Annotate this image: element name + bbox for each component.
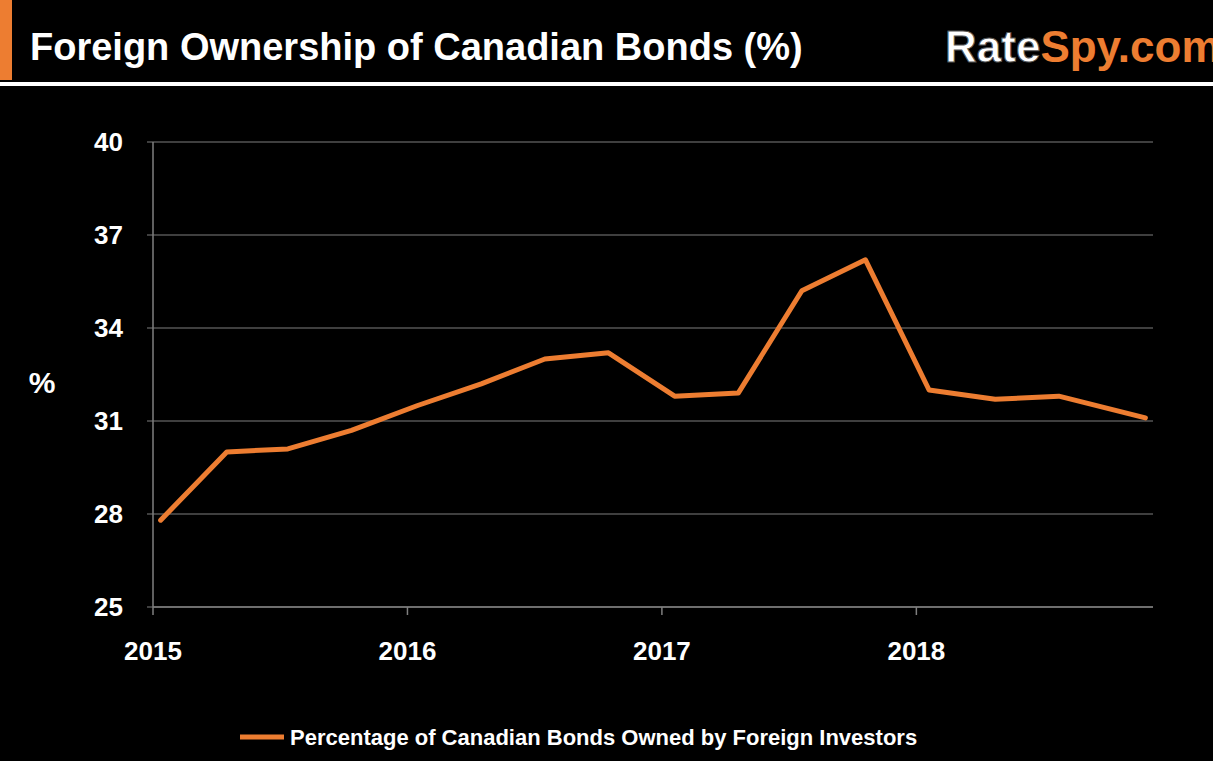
legend-swatch	[240, 735, 284, 740]
y-tick	[147, 328, 153, 329]
y-tick	[147, 607, 153, 608]
logo-part: Rate	[945, 22, 1040, 71]
legend-label: Percentage of Canadian Bonds Owned by Fo…	[290, 725, 917, 750]
y-tick-label: 31	[94, 406, 123, 436]
y-tick	[147, 142, 153, 143]
y-tick	[147, 514, 153, 515]
y-tick-label: 34	[94, 313, 123, 343]
grid-line	[153, 235, 1153, 236]
grid-line	[153, 142, 1153, 143]
y-axis	[152, 142, 154, 607]
y-tick	[147, 421, 153, 422]
plot-marks	[161, 260, 1146, 520]
x-tick-label: 2018	[887, 636, 945, 666]
series-line	[161, 260, 1146, 520]
x-tick-label: 2017	[633, 636, 691, 666]
x-axis	[153, 606, 1153, 608]
background	[0, 0, 1213, 761]
x-tick	[152, 607, 154, 615]
grid-line	[153, 514, 1153, 515]
logo: RateSpy.com	[945, 22, 1213, 71]
y-tick-label: 37	[94, 220, 123, 250]
x-tick	[407, 607, 409, 615]
chart-root: Foreign Ownership of Canadian Bonds (%) R…	[0, 0, 1213, 761]
chart-svg: Foreign Ownership of Canadian Bonds (%) R…	[0, 0, 1213, 761]
x-tick-label: 2016	[379, 636, 437, 666]
grid-line	[153, 421, 1153, 422]
title-accent	[0, 0, 12, 80]
y-axis-label: %	[29, 366, 56, 399]
title: Foreign Ownership of Canadian Bonds (%)	[30, 26, 803, 68]
logo-part: Spy.com	[1040, 22, 1213, 71]
y-tick-label: 28	[94, 499, 123, 529]
grid-line	[153, 328, 1153, 329]
y-tick	[147, 235, 153, 236]
x-tick-label: 2015	[124, 636, 182, 666]
y-tick-label: 40	[94, 127, 123, 157]
y-tick-label: 25	[94, 592, 123, 622]
header-divider	[0, 82, 1213, 86]
x-tick	[661, 607, 663, 615]
x-tick	[916, 607, 918, 615]
grid-line	[153, 607, 1153, 608]
